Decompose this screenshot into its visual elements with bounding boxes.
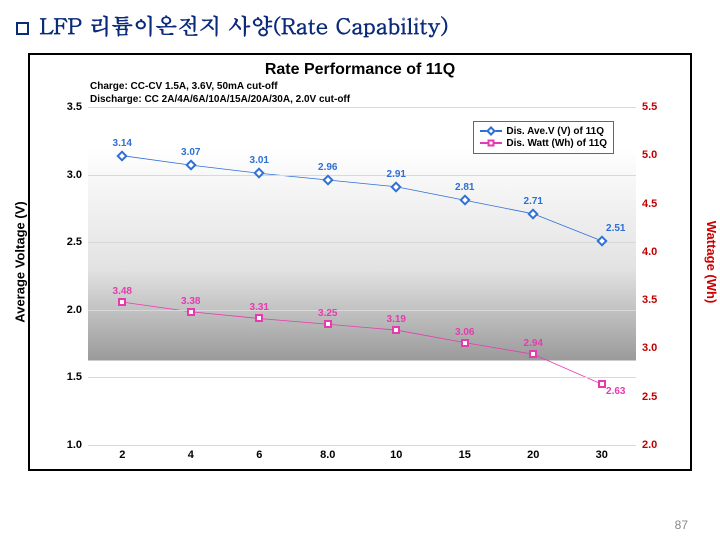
xtick: 15 [459, 449, 471, 461]
legend-line-icon [480, 130, 502, 132]
data-label: 2.63 [606, 386, 625, 397]
data-label: 3.31 [250, 302, 269, 313]
xtick: 30 [596, 449, 608, 461]
series-lines [88, 107, 636, 445]
legend-item: Dis. Watt (Wh) of 11Q [480, 138, 607, 149]
xtick: 2 [119, 449, 125, 461]
square-marker-icon [324, 320, 332, 328]
square-marker-icon [187, 308, 195, 316]
square-marker-icon [488, 140, 495, 147]
gridline [88, 310, 636, 311]
data-label: 3.01 [250, 155, 269, 166]
gridline [88, 445, 636, 446]
page-number: 87 [675, 518, 688, 532]
legend-label: Dis. Ave.V (V) of 11Q [506, 126, 604, 137]
data-label: 2.91 [387, 169, 406, 180]
plot-area: 1.01.52.02.53.03.52.02.53.03.54.04.55.05… [88, 107, 636, 445]
y-axis-left-label: Average Voltage (V) [13, 201, 28, 322]
ytick-left: 2.5 [67, 236, 82, 248]
data-label: 2.71 [524, 196, 543, 207]
xtick: 10 [390, 449, 402, 461]
ytick-left: 3.0 [67, 169, 82, 181]
xtick: 6 [256, 449, 262, 461]
square-marker-icon [461, 339, 469, 347]
ytick-right: 4.5 [642, 198, 657, 210]
xtick: 4 [188, 449, 194, 461]
data-label: 3.25 [318, 308, 337, 319]
ytick-right: 5.5 [642, 101, 657, 113]
square-marker-icon [529, 350, 537, 358]
gridline [88, 377, 636, 378]
chart-title: Rate Performance of 11Q [36, 61, 684, 79]
gridline [88, 242, 636, 243]
data-label: 3.48 [113, 286, 132, 297]
ytick-right: 4.0 [642, 246, 657, 258]
ytick-left: 2.0 [67, 304, 82, 316]
legend: Dis. Ave.V (V) of 11QDis. Watt (Wh) of 1… [473, 121, 614, 154]
data-label: 2.51 [606, 223, 625, 234]
ytick-left: 1.5 [67, 371, 82, 383]
ytick-left: 3.5 [67, 101, 82, 113]
ytick-left: 1.0 [67, 439, 82, 451]
data-label: 3.06 [455, 327, 474, 338]
data-label: 3.07 [181, 147, 200, 158]
xtick: 8.0 [320, 449, 335, 461]
data-label: 3.19 [387, 314, 406, 325]
y-axis-right-label: Wattage (Wh) [705, 221, 720, 304]
square-marker-icon [598, 380, 606, 388]
chart-container: Rate Performance of 11Q Charge: CC-CV 1.… [28, 53, 692, 471]
legend-line-icon [480, 142, 502, 144]
data-label: 3.38 [181, 296, 200, 307]
square-marker-icon [118, 298, 126, 306]
condition-line-1: Charge: CC-CV 1.5A, 3.6V, 50mA cut-off [90, 81, 684, 94]
data-label: 2.81 [455, 182, 474, 193]
diamond-marker-icon [486, 126, 496, 136]
bullet-icon [16, 22, 29, 35]
square-marker-icon [255, 314, 263, 322]
ytick-right: 3.5 [642, 294, 657, 306]
data-label: 2.96 [318, 162, 337, 173]
page-title: LFP 리튬이온전지 사양(Rate Capability) [39, 10, 448, 41]
gridline [88, 107, 636, 108]
ytick-right: 3.0 [642, 342, 657, 354]
gridline [88, 175, 636, 176]
square-marker-icon [392, 326, 400, 334]
legend-item: Dis. Ave.V (V) of 11Q [480, 126, 607, 137]
xtick: 20 [527, 449, 539, 461]
ytick-right: 2.0 [642, 439, 657, 451]
ytick-right: 5.0 [642, 149, 657, 161]
data-label: 2.94 [524, 338, 543, 349]
condition-line-2: Discharge: CC 2A/4A/6A/10A/15A/20A/30A, … [90, 94, 684, 107]
header: LFP 리튬이온전지 사양(Rate Capability) [0, 0, 720, 45]
legend-label: Dis. Watt (Wh) of 11Q [506, 138, 607, 149]
ytick-right: 2.5 [642, 391, 657, 403]
data-label: 3.14 [113, 138, 132, 149]
